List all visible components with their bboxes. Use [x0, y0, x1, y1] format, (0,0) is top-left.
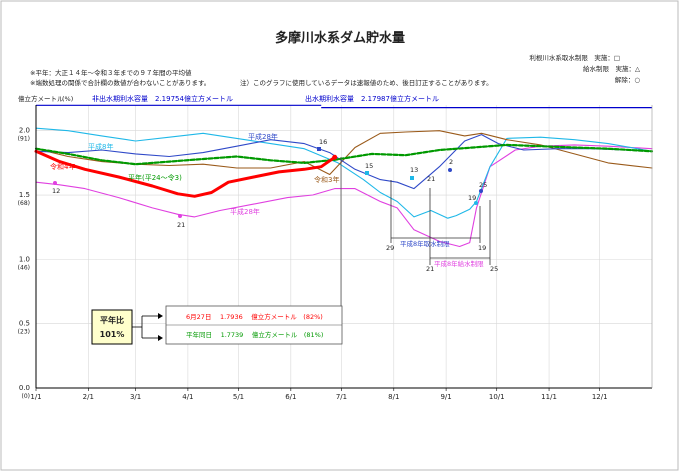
chart-title: 多摩川水系ダム貯水量: [275, 30, 405, 46]
y-tick-pct: (68): [18, 200, 30, 207]
legend-line-2: 給水制限 実施：△: [583, 64, 640, 73]
x-tick-label: 5/1: [233, 393, 244, 401]
label-heisei8: 平成8年: [88, 142, 113, 151]
marker-16: [317, 147, 321, 151]
marker-12: [53, 181, 57, 185]
y-axis-title: 億立方メートル: [18, 94, 64, 103]
anno-21b: 21: [427, 175, 435, 183]
y-tick-pct: (46): [18, 264, 30, 271]
marker-15: [365, 171, 369, 175]
comparison-panel: 平年比 101% 6月27日 1.7936 億立方メートル (82%) 平年同日…: [91, 157, 343, 345]
label-heisei28-top: 平成28年: [248, 132, 278, 141]
anno-16: 16: [319, 138, 327, 146]
y-tick-label: 1.0: [19, 255, 30, 263]
series-line-0: [34, 149, 337, 198]
anno-25: 25: [479, 181, 487, 189]
anno-13: 13: [410, 166, 418, 174]
note-1: ※平年：大正１４年〜令和３年までの９７年間の平均値: [30, 68, 192, 77]
note-2: ※端数処理の関係で合計欄の数値が合わないことがあります。: [30, 78, 210, 87]
x-tick-label: 2/1: [83, 393, 94, 401]
y-tick-label: 1.5: [19, 191, 30, 199]
ratio-label: 平年比: [100, 315, 124, 325]
x-tick-label: 8/1: [388, 393, 399, 401]
x-tick-label: 9/1: [440, 393, 451, 401]
anno-25b: 25: [490, 265, 498, 273]
capacity-non-flood-label: 非出水期利水容量 2.19754億立方メートル: [92, 94, 233, 103]
note-center: 注）このグラフに使用しているデータは速報値のため、後日訂正することがあります。: [240, 78, 493, 87]
restriction-kyusui-label: 平成8年給水制限: [434, 259, 484, 268]
anno-19b: 19: [478, 244, 486, 252]
restriction-heisei8-shusui: 平成8年取水制限 29 19: [386, 180, 486, 252]
axes: [35, 105, 653, 391]
restriction-shusui-label: 平成8年取水制限: [400, 239, 450, 248]
anno-29: 29: [386, 244, 394, 252]
comparison-row-2: 平年同日 1.7739 億立方メートル (81%): [186, 330, 323, 339]
anno-2: 2: [449, 158, 453, 166]
marker-13: [410, 176, 414, 180]
marker-25: [479, 189, 483, 193]
legend-line-3: 解除：○: [615, 75, 641, 84]
series-line-2: [35, 134, 653, 190]
x-tick-label: 6/1: [285, 393, 296, 401]
current-point: [332, 154, 338, 160]
capacity-lines: [36, 104, 652, 109]
marker-19: [474, 201, 478, 205]
x-tick-label: 10/1: [489, 393, 505, 401]
marker-21: [178, 214, 182, 218]
series-line-1: [34, 143, 654, 166]
ratio-box: [91, 309, 133, 345]
x-tick-label: 1/1: [30, 393, 41, 401]
anno-21a: 21: [177, 221, 185, 229]
y-tick-pct: (91): [18, 136, 30, 143]
x-tick-label: 12/1: [592, 393, 608, 401]
series-lines: [34, 127, 654, 248]
y-tick-label: 2.0: [19, 127, 30, 135]
label-heisei28-pink: 平成28年: [230, 207, 260, 216]
series-line-3: [35, 127, 653, 219]
x-tick-label: 4/1: [182, 393, 193, 401]
label-reiwa3: 令和3年: [314, 175, 339, 184]
series-line-5: [35, 144, 653, 248]
y-tick-labels: 0.0(0) 0.5(23) 1.0(46) 1.5(68) 2.0(91): [18, 127, 30, 400]
y-tick-label: 0.5: [19, 320, 30, 328]
label-reiwa4: 令和4年: [50, 162, 75, 171]
anno-19: 19: [468, 194, 476, 202]
y-tick-pct: (0): [22, 393, 31, 400]
capacity-flood-label: 出水期利水容量 2.17987億立方メートル: [305, 94, 439, 103]
x-tick-label: 7/1: [336, 393, 347, 401]
restriction-heisei8-kyusui: 平成8年給水制限 21 25: [426, 188, 498, 273]
anno-21c: 21: [426, 265, 434, 273]
marker-2: [448, 168, 452, 172]
y-tick-pct: (23): [18, 329, 30, 336]
x-tick-labels: 1/1 2/1 3/1 4/1 5/1 6/1 7/1 8/1 9/1 10/1 11/1 12/1: [30, 393, 607, 401]
x-tick-label: 3/1: [130, 393, 141, 401]
comparison-row-1: 6月27日 1.7936 億立方メートル (82%): [186, 312, 323, 321]
series-line-4: [35, 130, 653, 176]
anno-15: 15: [365, 162, 373, 170]
legend-line-1: 利根川水系取水制限 実施：□: [529, 53, 620, 62]
x-tick-label: 11/1: [541, 393, 557, 401]
y-tick-label: 0.0: [19, 384, 30, 392]
ratio-value: 101%: [100, 330, 125, 339]
anno-12: 12: [52, 187, 60, 195]
label-heinen: 平年(平24〜令3): [128, 173, 182, 182]
y-axis-unit: (%): [62, 95, 73, 103]
